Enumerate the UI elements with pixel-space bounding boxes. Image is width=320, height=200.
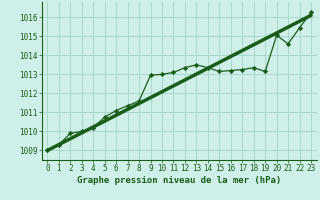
X-axis label: Graphe pression niveau de la mer (hPa): Graphe pression niveau de la mer (hPa) (77, 176, 281, 185)
